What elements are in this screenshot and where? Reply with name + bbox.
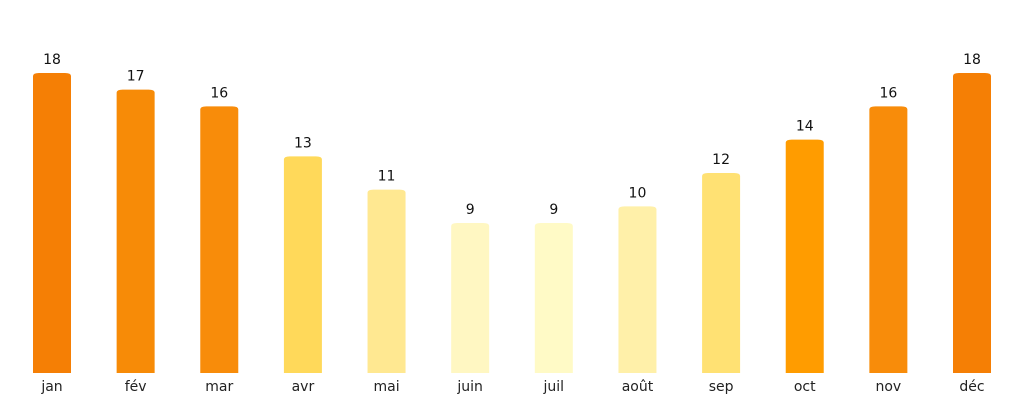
- bar-déc: [953, 73, 991, 373]
- data-label-nov: 16: [879, 85, 897, 101]
- x-tick-label-août: août: [622, 379, 654, 395]
- data-label-mar: 16: [210, 85, 228, 101]
- x-tick-label-jan: jan: [40, 379, 62, 395]
- bar-juil: [534, 223, 573, 373]
- data-label-juin: 9: [466, 202, 475, 218]
- bars-layer: [33, 73, 991, 374]
- x-tick-label-sep: sep: [709, 379, 734, 395]
- x-tick-label-juin: juin: [456, 379, 483, 395]
- data-label-juil: 9: [549, 202, 558, 218]
- value-labels-layer: 18 17 16 13 11 9 9 10 12 14 16 18: [43, 52, 981, 218]
- x-tick-labels-layer: jan fév mar avr mai juin juil août sep oct nov déc: [40, 379, 984, 395]
- data-label-oct: 14: [796, 119, 814, 135]
- bar-mai: [367, 189, 406, 373]
- data-label-jan: 18: [43, 52, 61, 68]
- bar-fév: [116, 89, 155, 374]
- x-tick-label-déc: déc: [959, 379, 984, 395]
- data-label-fév: 17: [127, 69, 145, 85]
- data-label-août: 10: [629, 185, 647, 201]
- bar-août: [618, 206, 657, 373]
- bar-juin: [451, 223, 490, 373]
- data-label-avr: 13: [294, 135, 312, 151]
- bar-mar: [200, 106, 239, 373]
- bar-avr: [283, 156, 322, 373]
- bar-jan: [33, 73, 71, 373]
- x-tick-label-avr: avr: [292, 379, 315, 395]
- data-label-sep: 12: [712, 152, 730, 168]
- x-tick-label-fév: fév: [125, 379, 147, 395]
- data-label-déc: 18: [963, 52, 981, 68]
- x-tick-label-mai: mai: [373, 379, 399, 395]
- data-label-mai: 11: [378, 169, 396, 185]
- bar-nov: [869, 106, 908, 373]
- bar-oct: [785, 139, 824, 373]
- x-tick-label-nov: nov: [875, 379, 901, 395]
- x-tick-label-oct: oct: [794, 379, 816, 395]
- x-tick-label-juil: juil: [543, 379, 565, 395]
- bar-sep: [702, 173, 741, 373]
- x-tick-label-mar: mar: [205, 379, 233, 395]
